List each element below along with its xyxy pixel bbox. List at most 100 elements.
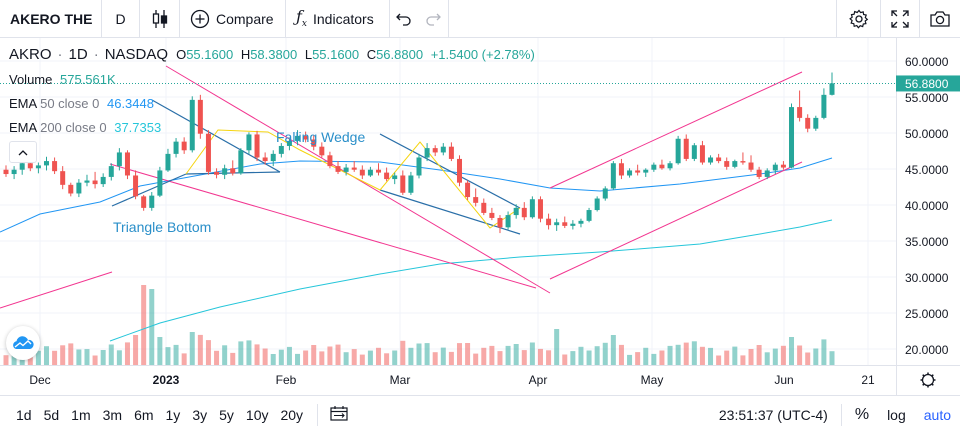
gear-icon [848,9,868,29]
volume-bar [359,354,365,365]
wedge-line[interactable] [151,99,281,173]
candle-body [52,161,58,172]
candle-body [230,168,236,174]
volume-bar [400,340,406,365]
price-chart[interactable]: Falling Wedge Triangle Bottom 60.0000 55.00… [0,38,960,395]
time-tick-label: 21 [861,373,875,387]
range-button-1y[interactable]: 1y [165,406,181,423]
study-legend-ema200[interactable]: EMA 200 close 0 37.7353 [9,120,161,135]
range-button-5y[interactable]: 5y [219,406,234,423]
divider [840,404,842,426]
volume-bar [537,348,543,365]
volume-bar [262,348,268,365]
auto-toggle[interactable]: auto [923,407,951,423]
wedge-line[interactable] [111,173,187,207]
range-button-6m[interactable]: 6m [134,406,154,423]
range-button-3m[interactable]: 3m [102,406,123,423]
candle-body [505,215,511,228]
volume-bar [311,345,317,365]
volume-bar [124,342,130,365]
volume-bar [432,352,438,365]
candle-body [497,217,503,228]
volume-bar [699,346,705,365]
volume-bar [618,344,624,365]
current-price-label: 56.8800 [905,77,949,91]
chart-style-button[interactable] [140,0,180,38]
volume-bar [748,349,754,365]
settings-button[interactable] [836,0,880,38]
ema200-line [109,219,833,342]
candle-body [214,171,220,175]
range-selector: 1d 5d 1m 3m 6m 1y 3y 5y 10y 20y [0,407,309,423]
percent-toggle[interactable]: % [854,406,870,423]
channel-line[interactable] [549,161,803,280]
volume-bar [708,347,714,365]
study-value: 575.561K [60,72,116,87]
interval-button[interactable]: D [102,0,140,38]
main-series-legend: AKRO · 1D · NASDAQ O55.1600 H58.3800 L55… [9,46,539,63]
range-button-1m[interactable]: 1m [71,406,91,423]
volume-bar [392,350,398,365]
volume-bar [108,344,114,365]
indicators-button[interactable]: ƒx Indicators [286,0,390,38]
compare-button[interactable]: Compare [180,0,286,38]
candle-body [675,138,681,164]
candle-body [359,169,365,176]
candle-body [68,184,74,194]
candle-body [384,172,390,180]
channel-line[interactable] [109,163,537,289]
redo-button[interactable] [417,0,449,38]
axis-settings-icon-tooth [931,374,934,377]
volume-bar [675,344,681,365]
candle-body [108,166,114,177]
symbol-search-button[interactable]: AKERO THE [0,0,102,38]
snapshot-button[interactable] [919,0,960,38]
chart-area[interactable]: Falling Wedge Triangle Bottom 60.0000 55.00… [0,38,960,395]
candle-body [319,146,325,156]
range-button-3y[interactable]: 3y [192,406,208,423]
volume-bar [521,350,527,365]
volume-bar [100,350,106,365]
goto-date-button[interactable] [326,405,352,424]
channel-line[interactable] [549,71,803,189]
timezone-clock[interactable]: 23:51:37 (UTC-4) [718,407,828,423]
undo-button[interactable] [390,0,417,38]
study-legend-volume[interactable]: Volume 575.561K [9,72,116,87]
study-legend-ema50[interactable]: EMA 50 close 0 46.3448 [9,96,154,111]
candle-body [651,164,657,170]
channel-line[interactable] [0,271,113,309]
wedge-line[interactable] [379,133,521,209]
price-tick-label: 40.0000 [905,199,949,213]
candle-body [351,167,357,170]
volume-bar [3,355,9,365]
calendar-range-icon [330,406,348,421]
volume-bar [270,354,276,365]
falling-wedge-label[interactable]: Falling Wedge [276,129,365,145]
range-button-1d[interactable]: 1d [16,406,32,423]
volume-bar [367,350,373,365]
candle-body [683,138,689,159]
collapse-legend-button[interactable] [9,141,37,163]
legend-symbol[interactable]: AKRO [9,46,52,63]
triangle-bottom-label[interactable]: Triangle Bottom [113,219,211,235]
range-button-10y[interactable]: 10y [245,406,269,423]
candle-body [286,140,292,146]
candle-body [181,141,187,151]
candle-body [165,153,171,171]
change-value: +1.5400 (+2.78%) [430,47,535,62]
volume-bar [278,349,284,365]
candle-body [594,198,600,211]
log-toggle[interactable]: log [887,407,906,423]
candle-body [756,169,762,177]
cloud-chart-icon [13,336,34,349]
candles-icon [152,9,167,28]
range-button-20y[interactable]: 20y [280,406,304,423]
axis-settings-icon[interactable] [921,373,935,387]
range-button-5d[interactable]: 5d [43,406,60,423]
volume-bar [716,355,722,365]
fullscreen-button[interactable] [880,0,919,38]
candle-body [432,148,438,153]
wedge-line[interactable] [379,189,521,235]
study-name: EMA [9,120,37,135]
tradingview-logo-button[interactable] [6,326,40,360]
